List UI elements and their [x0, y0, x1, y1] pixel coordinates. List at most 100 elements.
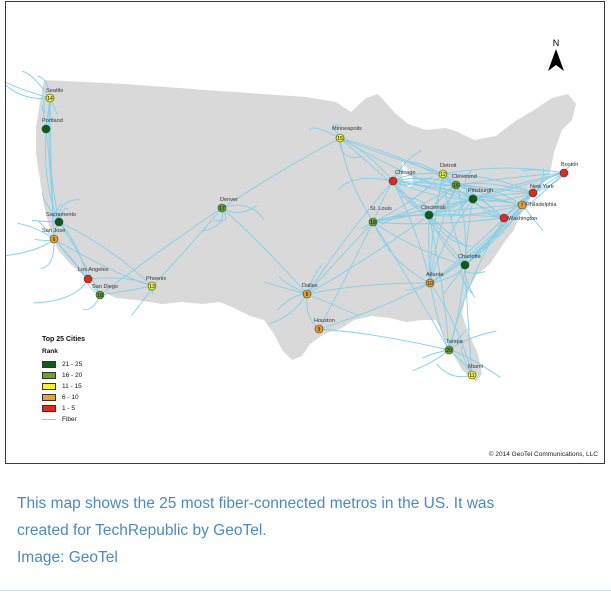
legend-label: 21 - 25: [62, 361, 83, 368]
city-name: Detroit: [440, 163, 457, 169]
city-name: St. Louis: [370, 206, 392, 212]
fiber-route: [278, 275, 308, 295]
fiber-route: [372, 198, 474, 223]
city-marker[interactable]: [49, 234, 59, 244]
city-marker[interactable]: [425, 278, 435, 288]
city-marker[interactable]: [45, 93, 55, 103]
city-marker[interactable]: [460, 260, 470, 270]
fiber-route: [318, 282, 431, 330]
fiber-route: [151, 207, 223, 287]
fiber-route: [428, 214, 466, 266]
city-name: Los Angeles: [78, 267, 109, 273]
city-marker[interactable]: [41, 124, 51, 134]
fiber-route: [372, 221, 431, 284]
fiber-route: [221, 137, 341, 209]
caption-line-1: This map shows the 25 most fiber-connect…: [17, 495, 495, 512]
fiber-route: [448, 328, 471, 351]
city-marker[interactable]: [147, 281, 157, 291]
fiber-route: [58, 221, 153, 287]
rank-number: 13: [149, 284, 155, 290]
city-name: Atlanta: [426, 272, 444, 278]
city-name: Pittsburgh: [468, 188, 493, 194]
city-name: New York: [530, 184, 554, 190]
us-fiber-map: 14 6 18 13 17 8 9 15 19 12 16 10 20 11 7: [6, 71, 578, 382]
fiber-route: [318, 328, 450, 351]
city-name: Washington: [508, 216, 537, 222]
city-marker[interactable]: [368, 217, 378, 227]
legend-item: 21 - 25: [42, 359, 152, 370]
city-marker[interactable]: [83, 274, 93, 284]
fiber-route: [392, 180, 466, 266]
legend-swatch: [42, 394, 56, 401]
city-name: Seattle: [46, 88, 63, 94]
rank-number: 12: [440, 172, 446, 178]
legend-item-fiber: Fiber: [42, 414, 152, 425]
city-marker[interactable]: [217, 203, 227, 213]
fiber-route: [429, 184, 457, 284]
city-marker[interactable]: [302, 289, 312, 299]
fiber-route: [6, 84, 51, 99]
fiber-route: [45, 128, 55, 240]
city-marker[interactable]: [388, 176, 398, 186]
fiber-route: [309, 127, 341, 139]
fiber-route: [412, 349, 450, 372]
city-marker[interactable]: [451, 180, 461, 190]
city-marker[interactable]: [438, 169, 448, 179]
rank-number: 9: [318, 327, 321, 333]
caption-credit: Image: GeoTel: [17, 549, 118, 566]
city-name: Denver: [220, 197, 238, 203]
city-markers: [41, 93, 569, 380]
legend-label: 11 - 15: [62, 383, 82, 390]
fiber-route: [58, 221, 89, 280]
fiber-route: [306, 221, 374, 295]
fiber-route: [58, 221, 101, 296]
city-marker[interactable]: [528, 188, 538, 198]
legend-title: Top 25 Cities: [42, 336, 86, 343]
city-marker[interactable]: [335, 133, 345, 143]
city-marker[interactable]: [54, 217, 64, 227]
copyright-notice: © 2014 GeoTel Communications, LLC: [488, 451, 598, 458]
fiber-route: [338, 177, 394, 190]
fiber-route: [464, 198, 474, 266]
fiber-route: [221, 204, 265, 220]
city-name: Dallas: [302, 283, 318, 289]
city-marker[interactable]: [468, 194, 478, 204]
city-name: San Diego: [92, 284, 118, 290]
city-marker[interactable]: [559, 168, 569, 178]
rank-number: 14: [47, 96, 53, 102]
city-name: Sacramento: [46, 212, 76, 218]
fiber-line-swatch: [42, 419, 56, 420]
fiber-route: [53, 238, 101, 296]
city-marker[interactable]: [424, 210, 434, 220]
fiber-route: [372, 221, 450, 351]
city-marker[interactable]: [444, 345, 454, 355]
city-marker[interactable]: [314, 324, 324, 334]
city-marker[interactable]: [499, 213, 509, 223]
city-name: Cleveland: [452, 174, 477, 180]
legend-subtitle: Rank: [42, 348, 58, 355]
rank-labels: 14 6 18 13 17 8 9 15 19 12 16 10 20 11 7: [47, 96, 523, 379]
fiber-route: [306, 293, 360, 317]
legend-swatch: [42, 405, 56, 412]
fiber-route: [428, 172, 565, 216]
fiber-route: [339, 137, 430, 216]
city-marker[interactable]: [517, 200, 527, 210]
legend-swatch: [42, 372, 56, 379]
fiber-route: [392, 180, 431, 284]
map-legend: Top 25 Cities Rank 21 - 25 16 - 20 11 - …: [42, 336, 152, 425]
legend-item: 6 - 10: [42, 392, 152, 403]
city-name: Chicago: [395, 170, 416, 176]
fiber-route: [318, 221, 374, 330]
fiber-route: [429, 282, 450, 351]
city-marker[interactable]: [95, 290, 105, 300]
fiber-route: [410, 160, 457, 186]
north-label: N: [552, 38, 560, 48]
fiber-route: [339, 137, 444, 175]
fiber-route: [42, 192, 60, 223]
legend-item: 16 - 20: [42, 370, 152, 381]
city-marker[interactable]: [467, 370, 477, 380]
rank-number: 7: [521, 203, 524, 209]
caption-line-2: created for TechRepublic by GeoTel.: [17, 522, 267, 539]
city-name: Tampa: [446, 339, 464, 345]
fiber-route: [269, 293, 308, 324]
